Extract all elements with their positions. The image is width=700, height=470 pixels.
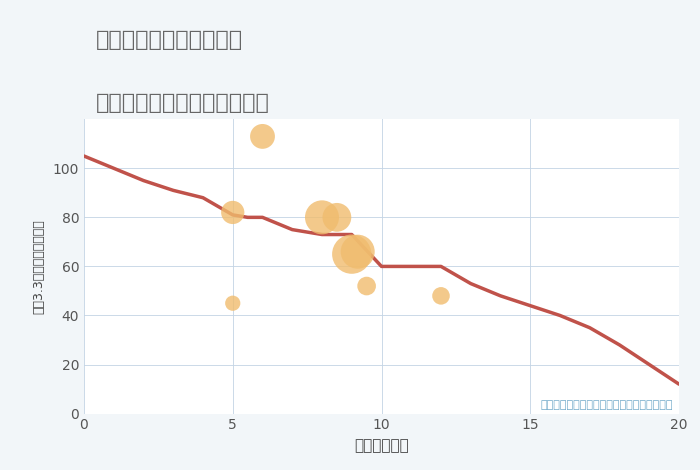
Text: 福岡県太宰府市青葉台の: 福岡県太宰府市青葉台の	[96, 30, 243, 50]
Point	[257, 133, 268, 140]
Text: 駅距離別中古マンション価格: 駅距離別中古マンション価格	[96, 93, 270, 113]
Point	[435, 292, 447, 299]
Y-axis label: 坪（3.3㎡）単価（万円）: 坪（3.3㎡）単価（万円）	[33, 219, 46, 314]
X-axis label: 駅距離（分）: 駅距離（分）	[354, 438, 409, 453]
Point	[361, 282, 372, 290]
Point	[331, 213, 342, 221]
Point	[316, 213, 328, 221]
Point	[346, 251, 357, 258]
Point	[227, 209, 238, 216]
Text: 円の大きさは、取引のあった物件面積を示す: 円の大きさは、取引のあった物件面積を示す	[540, 400, 673, 410]
Point	[227, 299, 238, 307]
Point	[352, 248, 363, 256]
